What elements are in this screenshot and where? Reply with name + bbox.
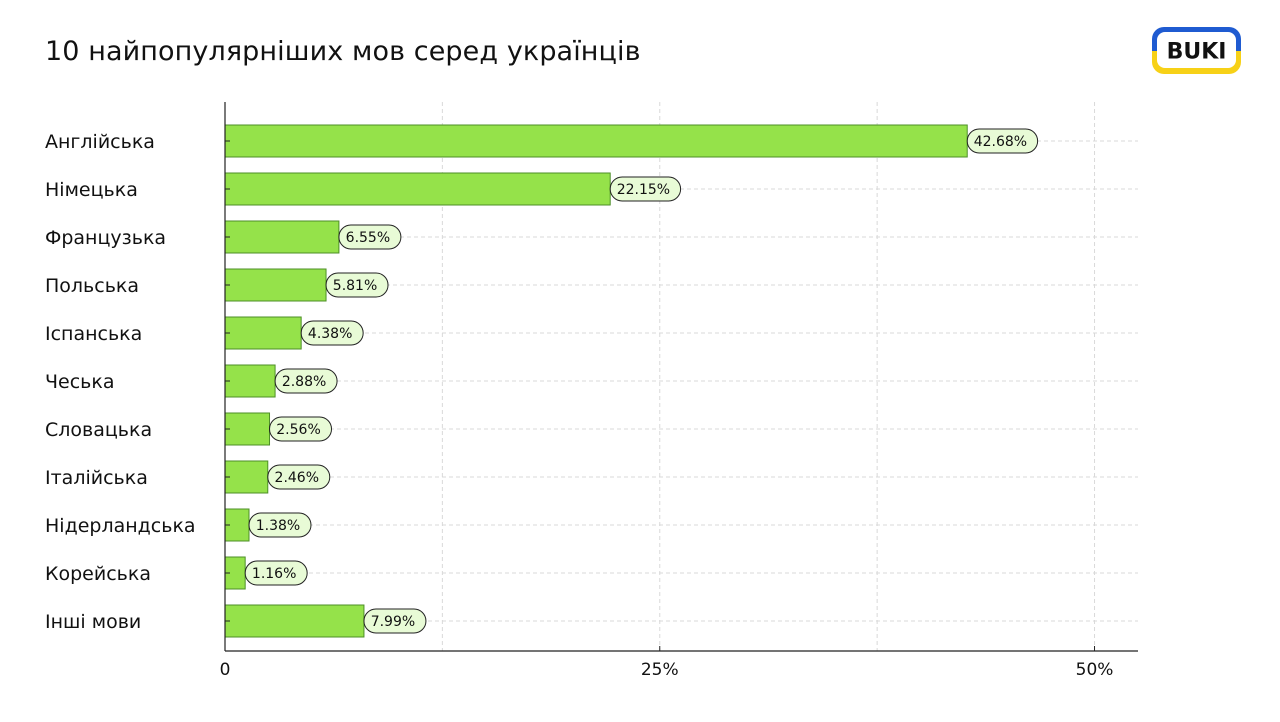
bar <box>224 412 271 446</box>
value-label-pill <box>338 224 402 250</box>
value-label: 1.38% <box>256 518 300 534</box>
value-label-pill <box>966 128 1039 154</box>
value-label: 2.88% <box>282 374 326 390</box>
value-label-pill <box>325 272 389 298</box>
value-label-pill <box>244 560 308 586</box>
bar <box>224 604 365 638</box>
chart-title: 10 найпопулярніших мов серед українців <box>45 36 641 67</box>
value-label: 2.46% <box>275 470 319 486</box>
value-label-pill <box>363 608 427 634</box>
value-label: 1.16% <box>252 566 296 582</box>
category-label: Польська <box>45 275 139 297</box>
value-label-pill <box>248 512 312 538</box>
buki-logo: BUKI <box>1152 27 1241 74</box>
bar <box>224 364 276 398</box>
x-tick-label: 25% <box>641 660 679 680</box>
category-label: Англійська <box>45 131 155 153</box>
value-label-pill <box>300 320 364 346</box>
value-label: 6.55% <box>346 230 390 246</box>
value-label: 22.15% <box>617 182 670 198</box>
bar <box>224 172 611 206</box>
bar <box>224 316 302 350</box>
value-label-pill <box>609 176 682 202</box>
category-label: Іспанська <box>45 323 142 345</box>
value-label: 4.38% <box>308 326 352 342</box>
x-tick-label: 0 <box>220 660 231 680</box>
category-label: Чеська <box>45 371 114 393</box>
category-label: Словацька <box>45 419 152 441</box>
value-label-pill <box>267 464 331 490</box>
bar <box>224 268 327 302</box>
value-label: 2.56% <box>276 422 320 438</box>
value-label-pill <box>274 368 338 394</box>
category-label: Французька <box>45 227 166 249</box>
axes: Англійська Німецька Французька Польська Іспа… <box>45 102 1138 680</box>
bar <box>224 460 269 494</box>
bar <box>224 124 968 158</box>
value-label: 5.81% <box>333 278 377 294</box>
category-label: Інші мови <box>45 611 141 633</box>
bar <box>224 220 340 254</box>
category-label: Корейська <box>45 563 151 585</box>
category-label: Німецька <box>45 179 138 201</box>
value-label-pill <box>269 416 333 442</box>
x-tick-label: 50% <box>1076 660 1114 680</box>
category-label: Нідерландська <box>45 515 196 537</box>
logo-text: BUKI <box>1167 40 1227 65</box>
value-label: 42.68% <box>974 134 1027 150</box>
category-label: Італійська <box>45 467 148 489</box>
value-label: 7.99% <box>371 614 415 630</box>
bars: 42.68% 22.15% 6.55% 5.81% 4.38% 2.88% 2.56% 2.4… <box>224 124 1039 638</box>
